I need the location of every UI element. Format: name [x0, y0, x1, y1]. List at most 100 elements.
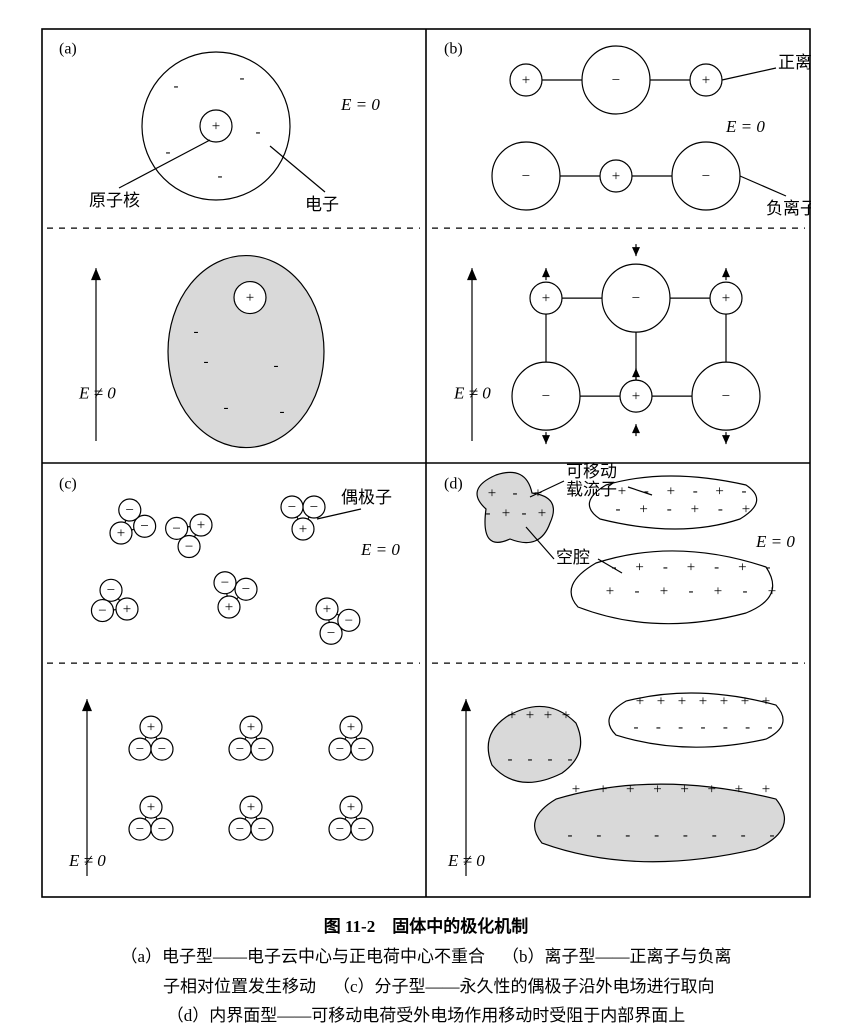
- svg-text:-: -: [667, 501, 672, 517]
- svg-text:-: -: [486, 505, 491, 521]
- svg-text:-: -: [745, 720, 750, 736]
- svg-text:−: −: [172, 521, 180, 537]
- svg-text:-: -: [654, 828, 659, 844]
- svg-text:+: +: [247, 800, 255, 816]
- svg-text:-: -: [224, 400, 229, 416]
- svg-text:−: −: [612, 72, 620, 88]
- svg-text:+: +: [715, 483, 723, 499]
- svg-text:-: -: [663, 559, 668, 575]
- svg-text:+: +: [323, 601, 331, 617]
- svg-text:-: -: [634, 720, 639, 736]
- svg-text:E = 0: E = 0: [340, 95, 380, 114]
- svg-text:E = 0: E = 0: [360, 540, 400, 559]
- svg-text:−: −: [522, 168, 530, 184]
- svg-text:原子核: 原子核: [89, 191, 140, 210]
- svg-text:−: −: [288, 499, 296, 515]
- svg-text:−: −: [358, 822, 366, 838]
- svg-text:+: +: [626, 782, 634, 798]
- svg-text:−: −: [310, 499, 318, 515]
- svg-text:+: +: [526, 708, 534, 724]
- svg-text:偶极子: 偶极子: [341, 488, 392, 507]
- svg-text:−: −: [236, 822, 244, 838]
- svg-text:+: +: [762, 694, 770, 710]
- svg-text:−: −: [258, 822, 266, 838]
- svg-text:−: −: [236, 742, 244, 758]
- svg-text:-: -: [718, 501, 723, 517]
- svg-text:-: -: [644, 483, 649, 499]
- svg-text:−: −: [336, 742, 344, 758]
- svg-text:+: +: [246, 290, 254, 306]
- svg-text:−: −: [158, 742, 166, 758]
- svg-text:−: −: [345, 613, 353, 629]
- svg-text:+: +: [691, 501, 699, 517]
- svg-text:−: −: [140, 519, 148, 535]
- svg-text:−: −: [221, 575, 229, 591]
- svg-text:+: +: [702, 72, 710, 88]
- svg-text:-: -: [513, 485, 518, 501]
- svg-text:−: −: [185, 539, 193, 555]
- svg-text:-: -: [625, 828, 630, 844]
- svg-text:-: -: [656, 720, 661, 736]
- svg-text:+: +: [347, 800, 355, 816]
- svg-text:+: +: [680, 782, 688, 798]
- svg-text:+: +: [741, 694, 749, 710]
- svg-text:−: −: [702, 168, 710, 184]
- svg-text:-: -: [742, 483, 747, 499]
- svg-text:-: -: [274, 358, 279, 374]
- svg-text:-: -: [218, 168, 223, 184]
- svg-text:-: -: [528, 752, 533, 768]
- svg-text:-: -: [174, 78, 179, 94]
- svg-text:-: -: [635, 583, 640, 599]
- figure-11-2: (a)(b)(c)(d)+-----E = 0原子核电子E ≠ 0+-----+…: [41, 28, 811, 898]
- svg-text:−: −: [158, 822, 166, 838]
- svg-text:-: -: [678, 720, 683, 736]
- figure-caption: 图 11-2 固体中的极化机制 （a）电子型——电子云中心与正电荷中心不重合 （…: [41, 912, 811, 1031]
- caption-l2b: （c）分子型——永久性的偶极子沿外电场进行取向: [333, 977, 715, 996]
- svg-text:+: +: [667, 483, 675, 499]
- svg-text:+: +: [542, 291, 550, 307]
- svg-text:负离子: 负离子: [766, 199, 811, 218]
- svg-text:-: -: [743, 583, 748, 599]
- svg-text:+: +: [738, 559, 746, 575]
- svg-text:+: +: [508, 708, 516, 724]
- svg-text:+: +: [639, 501, 647, 517]
- svg-text:可移动: 可移动: [566, 462, 617, 481]
- svg-text:-: -: [712, 828, 717, 844]
- svg-text:-: -: [596, 828, 601, 844]
- svg-text:+: +: [660, 583, 668, 599]
- svg-text:+: +: [572, 782, 580, 798]
- svg-text:-: -: [683, 828, 688, 844]
- svg-text:-: -: [568, 752, 573, 768]
- caption-l2a: 子相对位置发生移动: [163, 977, 316, 996]
- svg-text:−: −: [126, 502, 134, 518]
- svg-text:+: +: [678, 694, 686, 710]
- svg-text:(c): (c): [59, 476, 77, 493]
- svg-text:+: +: [762, 782, 770, 798]
- svg-text:正离子: 正离子: [778, 53, 811, 72]
- svg-text:+: +: [488, 485, 496, 501]
- svg-text:+: +: [657, 694, 665, 710]
- svg-text:-: -: [689, 583, 694, 599]
- svg-text:+: +: [618, 483, 626, 499]
- svg-text:+: +: [707, 782, 715, 798]
- svg-text:+: +: [612, 168, 620, 184]
- svg-text:-: -: [548, 752, 553, 768]
- svg-text:+: +: [347, 720, 355, 736]
- svg-text:−: −: [107, 583, 115, 599]
- svg-text:(d): (d): [444, 476, 463, 493]
- svg-text:+: +: [722, 291, 730, 307]
- svg-text:+: +: [502, 505, 510, 521]
- svg-text:空腔: 空腔: [556, 548, 590, 567]
- svg-text:+: +: [653, 782, 661, 798]
- svg-text:E ≠ 0: E ≠ 0: [78, 383, 116, 402]
- svg-text:E ≠ 0: E ≠ 0: [68, 851, 106, 870]
- svg-text:+: +: [117, 525, 125, 541]
- svg-text:-: -: [714, 559, 719, 575]
- svg-text:-: -: [723, 720, 728, 736]
- svg-text:−: −: [542, 389, 550, 405]
- svg-text:+: +: [687, 559, 695, 575]
- svg-text:E = 0: E = 0: [755, 532, 795, 551]
- svg-text:+: +: [247, 720, 255, 736]
- svg-text:-: -: [768, 720, 773, 736]
- figure-svg: (a)(b)(c)(d)+-----E = 0原子核电子E ≠ 0+-----+…: [41, 28, 811, 898]
